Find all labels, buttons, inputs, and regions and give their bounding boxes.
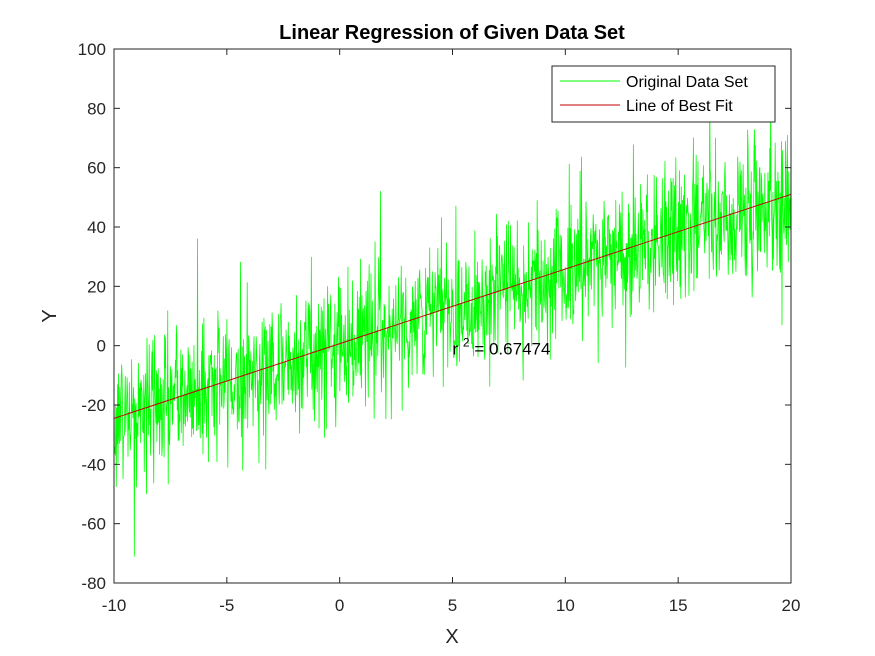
y-tick-label: 20 — [87, 277, 106, 296]
x-tick-label: -10 — [102, 596, 127, 615]
y-tick-label: 0 — [97, 337, 106, 356]
x-tick-label: -5 — [219, 596, 234, 615]
legend-label-best-fit: Line of Best Fit — [626, 98, 733, 115]
r-squared-value: = 0.67474 — [474, 340, 550, 359]
y-tick-label: -20 — [81, 396, 106, 415]
y-tick-label: 40 — [87, 218, 106, 237]
x-tick-label: 5 — [448, 596, 457, 615]
y-tick-label: 60 — [87, 159, 106, 178]
r-squared-annotation: r 2 = 0.67474 — [453, 332, 551, 359]
chart-title: Linear Regression of Given Data Set — [279, 22, 625, 44]
x-tick-label: 10 — [556, 596, 575, 615]
r-squared-base: r — [453, 340, 459, 359]
y-tick-label: -60 — [81, 515, 106, 534]
x-tick-label: 15 — [669, 596, 688, 615]
legend: Original Data Set Line of Best Fit — [551, 65, 776, 123]
y-tick-label: -80 — [81, 574, 106, 593]
x-tick-label: 20 — [782, 596, 801, 615]
r-squared-superscript: 2 — [463, 336, 470, 350]
ticks-layer: -10 -5 0 5 10 15 20 -80 -60 -40 -20 0 20 40 60 80 100 — [78, 40, 801, 615]
series-layer — [114, 90, 791, 557]
x-tick-label: 0 — [335, 596, 344, 615]
plot-background — [114, 49, 791, 583]
y-tick-label: 100 — [78, 40, 106, 59]
legend-label-original-data: Original Data Set — [626, 74, 748, 91]
x-axis-label: X — [445, 626, 458, 648]
series-line-best-fit — [114, 193, 791, 419]
y-tick-label: -40 — [81, 455, 106, 474]
y-axis-label: Y — [39, 309, 61, 322]
legend-box — [551, 65, 776, 123]
y-tick-label: 80 — [87, 99, 106, 118]
series-line-original-data — [114, 90, 791, 557]
